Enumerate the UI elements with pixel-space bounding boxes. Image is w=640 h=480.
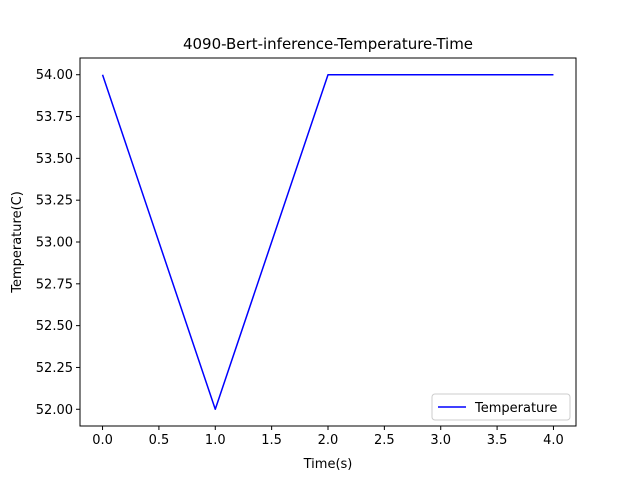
y-tick-label: 52.75: [36, 277, 73, 292]
x-tick-label: 0.0: [92, 433, 113, 448]
plot-frame: [79, 57, 577, 427]
series-layer: [101, 73, 554, 411]
x-tick-label: 0.5: [149, 433, 170, 448]
y-tick-label: 53.00: [36, 236, 73, 251]
y-tick-label: 53.50: [36, 152, 73, 167]
x-tick-label: 3.5: [487, 433, 508, 448]
y-tick-label: 52.25: [36, 361, 73, 376]
x-tick-label: 1.5: [261, 433, 282, 448]
series-line-temperature: [101, 73, 554, 411]
y-axis-label: Temperature(C): [10, 191, 25, 294]
x-tick-label: 1.0: [205, 433, 226, 448]
y-tick-label: 53.25: [36, 194, 73, 209]
x-axis: 0.0 0.5 1.0 1.5 2.0 2.5 3.0 3.5 4.0: [92, 426, 564, 448]
x-axis-label: Time(s): [303, 457, 353, 472]
legend-label-temperature: Temperature: [474, 401, 557, 416]
legend-box: [431, 393, 571, 421]
x-tick-label: 2.0: [318, 433, 339, 448]
y-tick-label: 54.00: [36, 68, 73, 83]
y-axis: 52.00 52.25 52.50 52.75 53.00 53.25 53.50 53.75…: [36, 68, 80, 418]
chart-title: 4090-Bert-inference-Temperature-Time: [183, 35, 473, 53]
y-tick-label: 52.50: [36, 319, 73, 334]
y-tick-label: 52.00: [36, 403, 73, 418]
x-tick-label: 2.5: [374, 433, 395, 448]
plot-area: [79, 57, 577, 427]
x-tick-label: 3.0: [430, 433, 451, 448]
legend: Temperature: [431, 393, 571, 421]
y-tick-label: 53.75: [36, 110, 73, 125]
x-tick-label: 4.0: [543, 433, 564, 448]
